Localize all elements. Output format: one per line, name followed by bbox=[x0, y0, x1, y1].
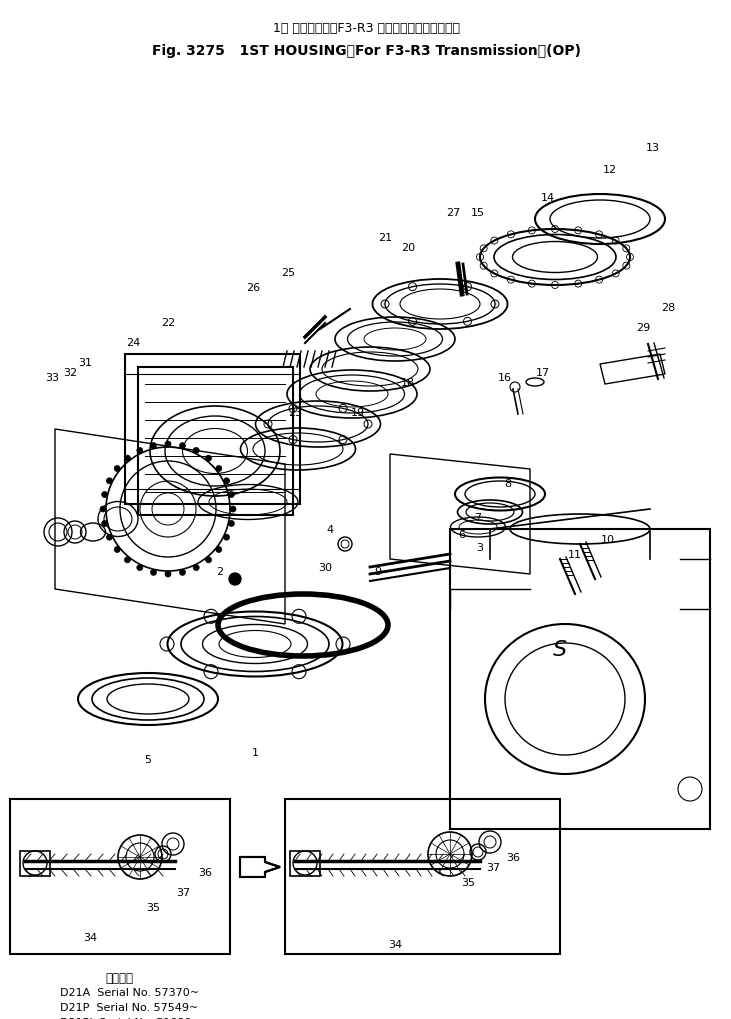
Text: 6: 6 bbox=[458, 530, 466, 539]
Bar bbox=[138, 368, 293, 516]
Text: 37: 37 bbox=[176, 888, 190, 897]
Text: 32: 32 bbox=[63, 368, 77, 378]
Text: 24: 24 bbox=[126, 337, 140, 347]
Text: 18: 18 bbox=[401, 378, 415, 387]
Circle shape bbox=[137, 448, 143, 454]
Text: 29: 29 bbox=[636, 323, 650, 332]
Circle shape bbox=[229, 574, 241, 586]
Text: Fig. 3275   1ST HOUSING（For F3-R3 Transmission）(OP): Fig. 3275 1ST HOUSING（For F3-R3 Transmis… bbox=[151, 44, 580, 58]
Text: D21A  Serial No. 57370~: D21A Serial No. 57370~ bbox=[60, 987, 199, 997]
Text: 3: 3 bbox=[477, 542, 483, 552]
Circle shape bbox=[102, 492, 107, 498]
Text: 2: 2 bbox=[216, 567, 224, 577]
Text: 11: 11 bbox=[568, 549, 582, 559]
Circle shape bbox=[165, 441, 171, 447]
Text: 34: 34 bbox=[83, 932, 97, 943]
Polygon shape bbox=[240, 857, 280, 877]
Text: S: S bbox=[553, 639, 567, 659]
Circle shape bbox=[107, 535, 113, 541]
Text: 21: 21 bbox=[378, 232, 392, 243]
Circle shape bbox=[193, 565, 200, 571]
Bar bbox=[290, 851, 320, 876]
Text: 26: 26 bbox=[246, 282, 260, 292]
Text: 13: 13 bbox=[646, 143, 660, 153]
Text: 27: 27 bbox=[446, 208, 460, 218]
Text: 19: 19 bbox=[351, 408, 365, 418]
Circle shape bbox=[205, 557, 211, 564]
Text: 4: 4 bbox=[327, 525, 333, 535]
Circle shape bbox=[100, 506, 106, 513]
Circle shape bbox=[180, 443, 186, 449]
Circle shape bbox=[165, 572, 171, 578]
Text: 33: 33 bbox=[45, 373, 59, 382]
Text: 28: 28 bbox=[661, 303, 675, 313]
Text: D21P  Serial No. 57549~: D21P Serial No. 57549~ bbox=[60, 1002, 198, 1012]
Text: 1: 1 bbox=[251, 747, 259, 757]
Text: 9: 9 bbox=[374, 567, 382, 577]
Circle shape bbox=[224, 478, 230, 484]
Text: 22: 22 bbox=[161, 318, 175, 328]
Circle shape bbox=[216, 466, 221, 472]
Bar bbox=[10, 799, 230, 954]
Text: 37: 37 bbox=[486, 862, 500, 872]
Circle shape bbox=[205, 455, 211, 462]
Text: 16: 16 bbox=[498, 373, 512, 382]
Circle shape bbox=[224, 535, 230, 541]
Text: 31: 31 bbox=[78, 358, 92, 368]
Text: 7: 7 bbox=[474, 513, 482, 523]
Bar bbox=[125, 355, 300, 504]
Text: 12: 12 bbox=[603, 165, 617, 175]
Text: 34: 34 bbox=[388, 940, 402, 949]
Circle shape bbox=[114, 466, 120, 472]
Text: 35: 35 bbox=[461, 877, 475, 888]
Text: 14: 14 bbox=[541, 193, 555, 203]
Text: 17: 17 bbox=[536, 368, 550, 378]
Circle shape bbox=[180, 570, 186, 576]
Text: 15: 15 bbox=[471, 208, 485, 218]
Text: D21PL Serial No. 51089~: D21PL Serial No. 51089~ bbox=[60, 1017, 201, 1019]
Text: 35: 35 bbox=[146, 902, 160, 912]
Circle shape bbox=[228, 492, 235, 498]
Text: 36: 36 bbox=[506, 852, 520, 862]
Text: 5: 5 bbox=[145, 754, 151, 764]
Text: 適用号機: 適用号機 bbox=[105, 971, 133, 984]
Circle shape bbox=[107, 478, 113, 484]
Text: 20: 20 bbox=[401, 243, 415, 253]
Text: 23: 23 bbox=[288, 408, 302, 418]
Circle shape bbox=[114, 547, 120, 553]
Text: 30: 30 bbox=[318, 562, 332, 573]
Text: 8: 8 bbox=[504, 479, 512, 488]
Circle shape bbox=[193, 448, 200, 454]
Circle shape bbox=[216, 547, 221, 553]
Circle shape bbox=[228, 521, 235, 527]
Circle shape bbox=[230, 506, 236, 513]
Circle shape bbox=[151, 443, 156, 449]
Circle shape bbox=[124, 455, 130, 462]
Circle shape bbox=[124, 557, 130, 564]
Circle shape bbox=[137, 565, 143, 571]
Text: 25: 25 bbox=[281, 268, 295, 278]
Bar bbox=[285, 799, 560, 954]
Text: 10: 10 bbox=[601, 535, 615, 544]
Bar bbox=[20, 851, 50, 876]
Circle shape bbox=[151, 570, 156, 576]
Circle shape bbox=[102, 521, 107, 527]
Text: 1速 ハウジング（F3-R3 トランスミッション用）: 1速 ハウジング（F3-R3 トランスミッション用） bbox=[273, 22, 460, 35]
Text: 36: 36 bbox=[198, 867, 212, 877]
